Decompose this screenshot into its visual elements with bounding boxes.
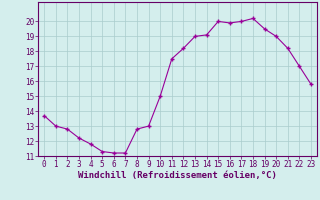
X-axis label: Windchill (Refroidissement éolien,°C): Windchill (Refroidissement éolien,°C) bbox=[78, 171, 277, 180]
